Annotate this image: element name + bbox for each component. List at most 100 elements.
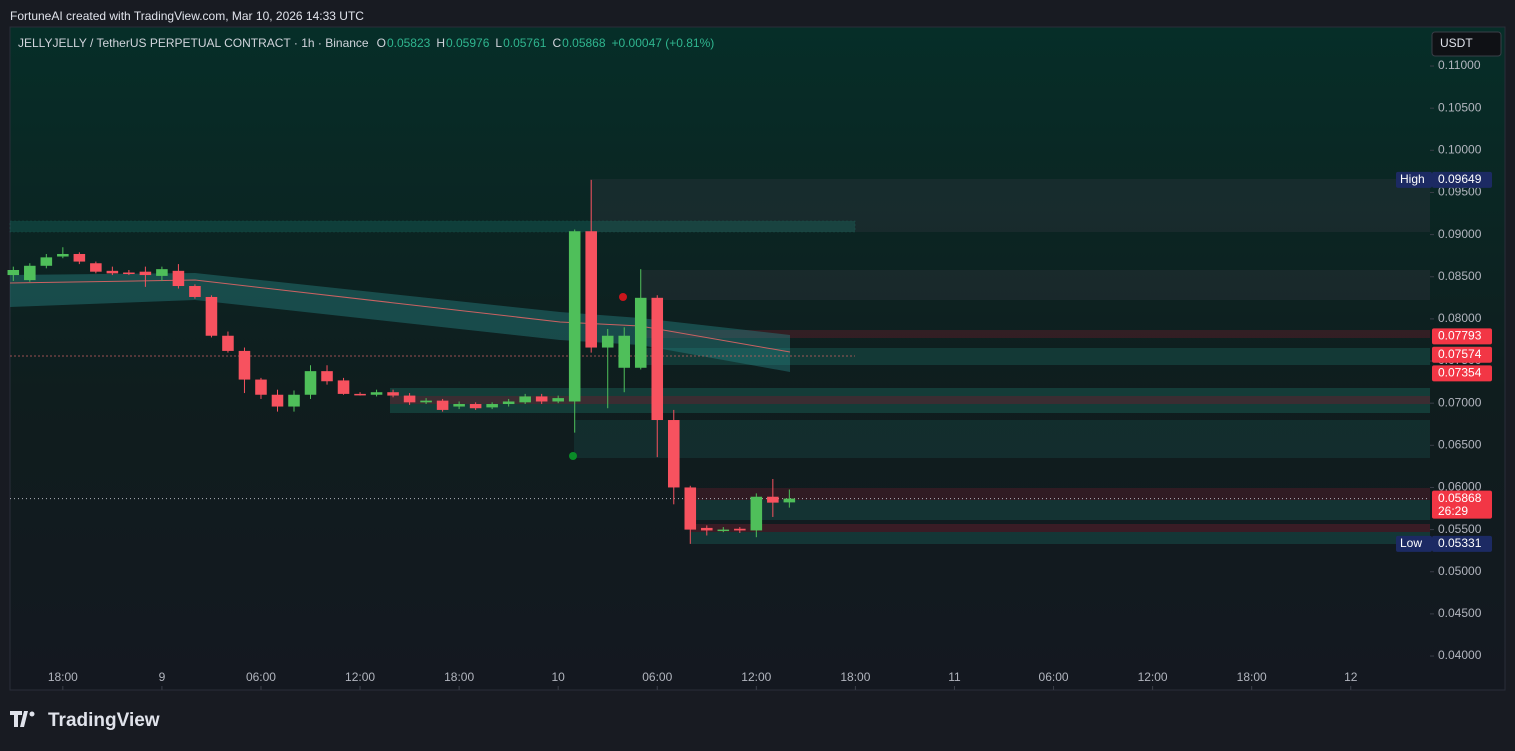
zone — [390, 396, 1430, 404]
logo — [10, 711, 35, 727]
x-tick-label: 12:00 — [1138, 670, 1168, 684]
ohlc-value: 0.05976 — [446, 36, 490, 50]
candle-body — [420, 400, 432, 403]
countdown: 26:29 — [1438, 504, 1468, 518]
ribbon-line — [9, 279, 791, 353]
change: +0.00047 (+0.81%) — [612, 36, 715, 50]
chart-panel — [9, 26, 1506, 691]
price-tag — [1432, 365, 1492, 382]
candle-body — [618, 335, 631, 368]
zone — [9, 220, 856, 233]
currency-button[interactable] — [1431, 31, 1502, 57]
x-tick-label: 12 — [1344, 670, 1358, 684]
y-tick-label: 0.09000 — [1438, 227, 1482, 241]
price-tag — [1432, 346, 1492, 363]
x-tick-label: 18:00 — [48, 670, 78, 684]
x-tick-label: 10 — [552, 670, 566, 684]
y-tick-label: 0.06000 — [1438, 480, 1482, 494]
x-tick-label: 06:00 — [246, 670, 276, 684]
candle-body — [436, 400, 449, 410]
candle-body — [634, 297, 647, 368]
x-tick-label: 06:00 — [642, 670, 672, 684]
zones — [9, 179, 1430, 544]
ohlc-value: 0.05868 — [562, 36, 606, 50]
candle-body — [90, 263, 102, 272]
x-tick-label: 18:00 — [1237, 670, 1267, 684]
candle-body — [684, 487, 697, 530]
candle-body — [519, 396, 531, 403]
candle-body — [139, 271, 152, 276]
y-tick-label: 0.05000 — [1438, 564, 1482, 578]
x-tick-label: 12:00 — [741, 670, 771, 684]
zone — [640, 330, 1430, 338]
price-tag — [1432, 328, 1492, 345]
y-tick-label: 0.11000 — [1438, 58, 1481, 72]
candle-body — [156, 269, 168, 276]
candle-body — [767, 496, 779, 503]
candle-body — [304, 371, 317, 395]
ohlc-value: 0.05761 — [503, 36, 547, 50]
y-tick-label: 0.07000 — [1438, 395, 1482, 409]
candle-body — [387, 392, 399, 396]
y-tick-label: 0.04000 — [1438, 648, 1482, 662]
zone — [590, 179, 1430, 232]
candle-body — [486, 404, 498, 408]
ohlc-letter: O — [377, 36, 386, 50]
ohlc-letter: H — [436, 36, 445, 50]
candle-body — [750, 496, 763, 531]
candle-body — [106, 270, 119, 274]
candle-body — [337, 380, 350, 394]
price-tag — [1432, 490, 1492, 519]
x-tick-label: 18:00 — [840, 670, 870, 684]
ohlc-letter: L — [495, 36, 502, 50]
candle-body — [255, 379, 267, 395]
y-tick-label: 0.10000 — [1438, 142, 1482, 156]
candle-body — [40, 257, 53, 266]
candle-body — [701, 527, 713, 531]
price-tag-value: 0.07574 — [1438, 347, 1482, 361]
price-tag-label: High — [1400, 172, 1425, 186]
brand: TradingView — [48, 710, 160, 731]
candle-body — [205, 296, 218, 336]
candle-body — [238, 350, 251, 380]
ribbon — [10, 273, 790, 372]
logo-icon — [10, 711, 28, 727]
currency[interactable]: USDT — [1440, 36, 1473, 50]
x-tick-label: 12:00 — [345, 670, 375, 684]
zone — [640, 270, 1430, 300]
signal-dot — [619, 293, 627, 301]
logo-icon — [29, 711, 35, 717]
candle-body — [123, 272, 135, 275]
x-tick-label: 06:00 — [1039, 670, 1069, 684]
price-tag-label-box — [1396, 171, 1432, 188]
x-tick-label: 11 — [948, 670, 961, 684]
price-tag-value: 0.07793 — [1438, 329, 1482, 343]
ohlc-legend: JELLYJELLY / TetherUS PERPETUAL CONTRACT… — [18, 36, 714, 50]
candle-body — [552, 398, 564, 402]
price-tag-value: 0.09649 — [1438, 172, 1482, 186]
y-tick-label: 0.08500 — [1438, 269, 1482, 283]
zone — [690, 532, 1430, 544]
candle-body — [783, 498, 796, 503]
candle-body — [321, 371, 333, 382]
candle-body — [189, 286, 201, 297]
candle-body — [24, 265, 36, 281]
candle-body — [222, 335, 234, 351]
zone — [574, 420, 1430, 458]
candle-body — [354, 393, 366, 396]
x-tick-label: 9 — [159, 670, 166, 684]
price-tag-value: 0.05331 — [1438, 536, 1482, 550]
candle-body — [717, 529, 730, 532]
price-tag-value: 0.05868 — [1438, 491, 1482, 505]
candle-body — [271, 394, 284, 407]
candle-body — [453, 404, 465, 407]
x-tick-label: 18:00 — [444, 670, 474, 684]
y-tick-label: 0.04500 — [1438, 606, 1482, 620]
zone — [690, 524, 1430, 532]
candle-body — [502, 401, 515, 405]
candle-body — [403, 395, 416, 403]
price-tag — [1432, 171, 1492, 188]
candle-body — [667, 420, 680, 488]
